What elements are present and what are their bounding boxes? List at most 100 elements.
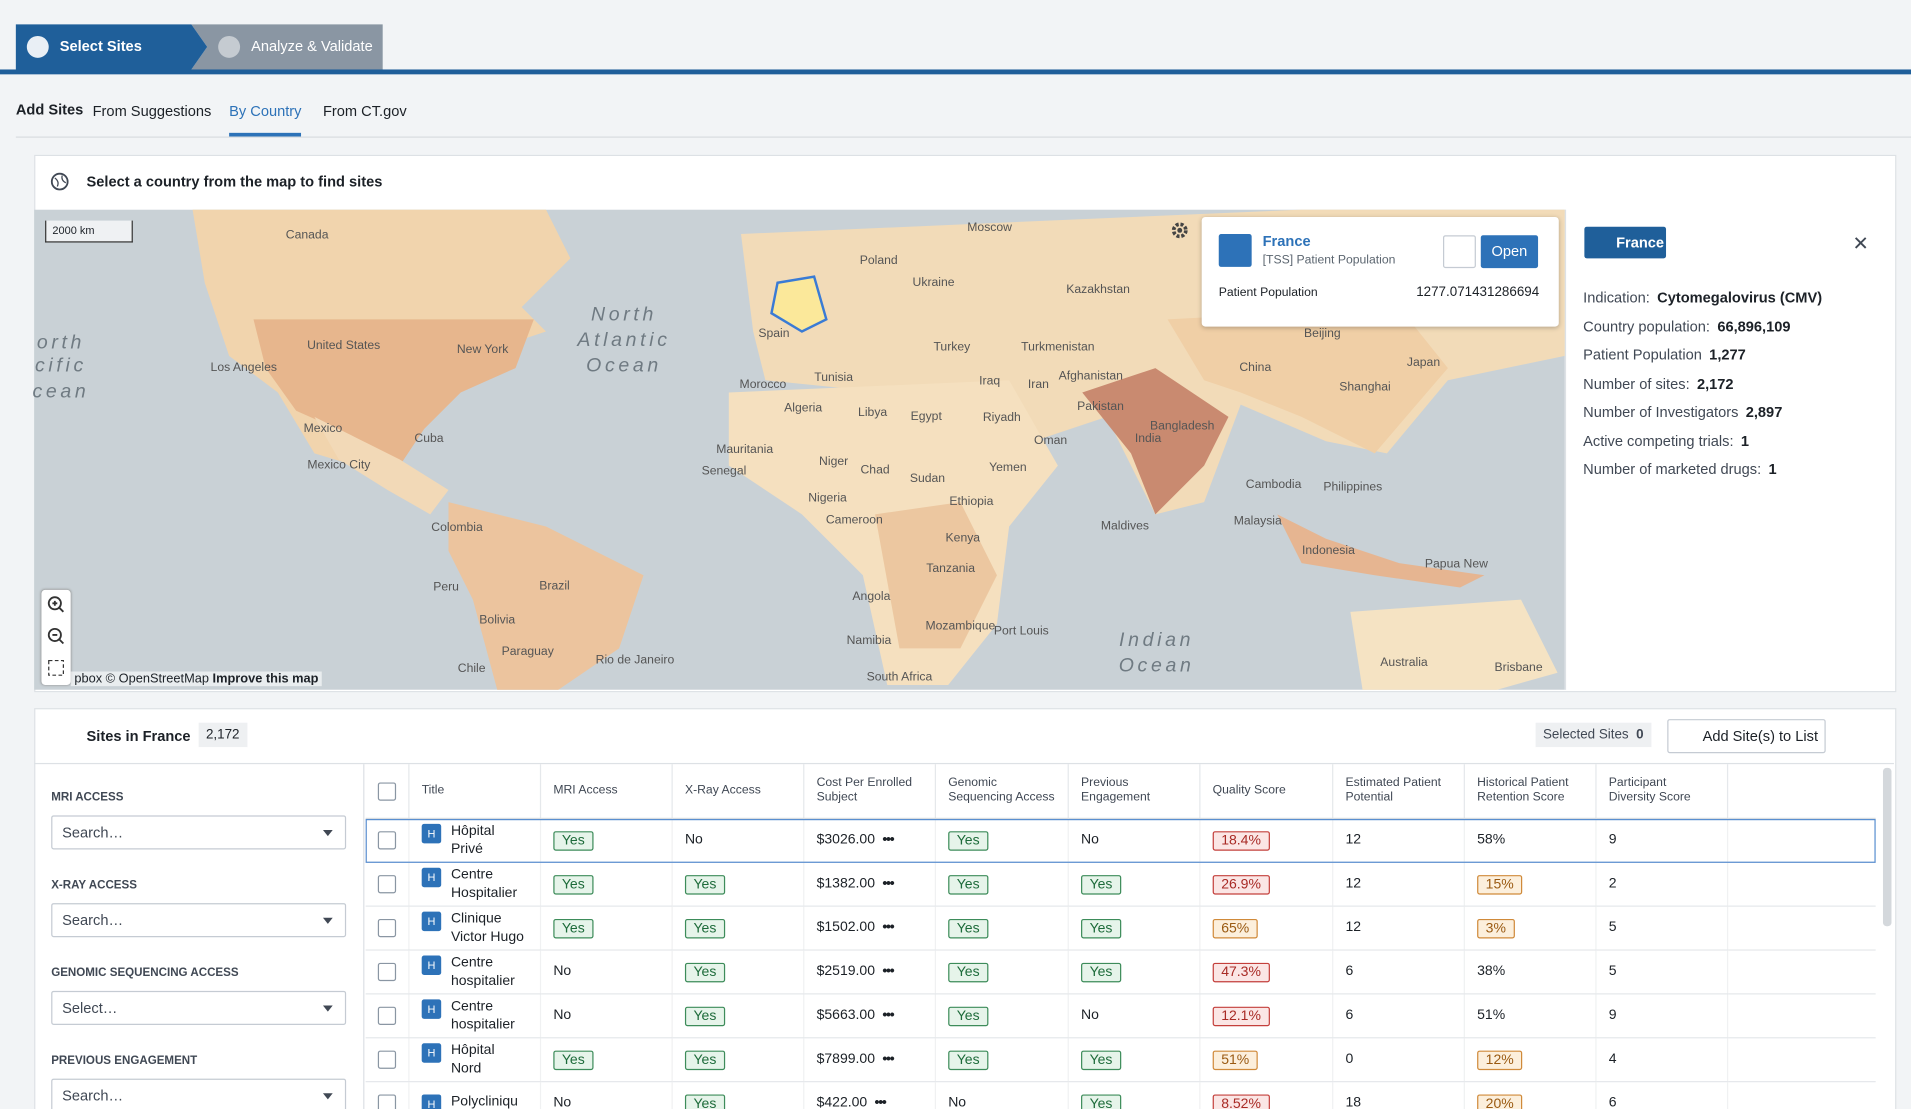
table-row[interactable]: H Hôpital Nord Yes Yes $7899.00 ••• Yes Yes 51% 0… [365, 1037, 1876, 1083]
checkbox[interactable] [377, 874, 397, 894]
cell [1727, 1037, 1876, 1083]
selected-count: 0 [1636, 727, 1644, 743]
improve-link[interactable]: Improve this map [212, 671, 319, 687]
checkbox[interactable] [377, 962, 397, 981]
table-row[interactable]: H Hôpital Privé Yes No $3026.00 ••• Yes No 18.4%… [365, 818, 1876, 863]
checkbox[interactable] [377, 918, 397, 937]
header-cell: Historical Patient Retention Score [1464, 764, 1597, 819]
cell-text: No [1081, 832, 1099, 848]
popup-title[interactable]: France [1262, 232, 1311, 250]
tab[interactable]: From Suggestions [92, 102, 212, 120]
detail-value: 2,897 [1745, 403, 1783, 421]
map-label: Tanzania [926, 562, 976, 576]
header-cell: Title [408, 764, 542, 819]
map-label: Indonesia [1302, 544, 1355, 558]
open-button[interactable]: Open [1480, 235, 1539, 269]
map-label: South Africa [866, 670, 933, 685]
tag: Yes [1081, 962, 1121, 982]
map-label: Shanghai [1339, 380, 1391, 395]
map-label: Philippines [1323, 480, 1383, 495]
map-label: Japan [1406, 356, 1441, 370]
filter-select[interactable]: Select… [51, 990, 347, 1025]
filter-select[interactable]: Search… [51, 815, 347, 850]
score-tag: 15% [1477, 874, 1523, 894]
checkbox[interactable] [377, 1094, 397, 1109]
tag: Yes [948, 918, 989, 938]
map-label: Rio de Janeiro [595, 653, 675, 668]
cell: 12 [1332, 862, 1465, 907]
map-label: Brazil [539, 579, 570, 593]
scrollbar[interactable] [1882, 767, 1892, 927]
table-row[interactable]: H Polycliniqu No Yes $422.00 ••• No Yes 8.52% 18 2… [365, 1081, 1876, 1109]
tab[interactable]: By Country [229, 102, 302, 120]
cell-text: 0 [1345, 1051, 1354, 1067]
cell [365, 1037, 410, 1083]
cell [1727, 1081, 1876, 1109]
cell: Yes [935, 950, 1069, 995]
cell [1727, 950, 1876, 995]
cell: $7899.00 ••• [803, 1037, 936, 1083]
close-button[interactable]: ✕ [1852, 234, 1869, 255]
table-row[interactable]: H Centre hospitalier No Yes $2519.00 ••• Yes Ye… [365, 950, 1876, 995]
cell [1727, 993, 1876, 1039]
map-label: cean [32, 381, 90, 403]
cell: 26.9% [1199, 862, 1334, 907]
cell [365, 993, 410, 1039]
cell: 12 [1332, 818, 1465, 863]
tag: Yes [1081, 1049, 1121, 1070]
cell: $422.00 ••• [803, 1081, 936, 1109]
checkbox[interactable] [377, 1050, 397, 1069]
step[interactable]: Analyze & Validate [251, 37, 373, 55]
settings-icon[interactable] [1170, 221, 1190, 241]
map-label: Turkmenistan [1021, 340, 1095, 355]
map-label: Namibia [846, 634, 892, 648]
cell: Yes [672, 993, 805, 1039]
site-icon: H [421, 823, 442, 843]
checkbox[interactable] [377, 1006, 397, 1025]
add-button[interactable]: Add Site(s) to List [1667, 719, 1826, 754]
filter-select[interactable]: Search… [51, 1078, 347, 1109]
map-label: Mozambique [925, 619, 996, 634]
cell: No [935, 1081, 1069, 1109]
map-label: Malaysia [1233, 514, 1282, 529]
checkbox[interactable] [377, 781, 397, 801]
cost: $2519.00 [816, 964, 876, 979]
cell: No [540, 1081, 673, 1109]
map-label: Pakistan [1077, 400, 1124, 414]
tag: Yes [948, 874, 989, 894]
step-bar [0, 69, 1911, 75]
header-row: Title MRI Access X-Ray Access Cost Per Enro… [365, 764, 1876, 819]
cell: H Centre Hospitalier [408, 862, 542, 907]
focus-button[interactable] [1443, 235, 1476, 269]
map-label: Poland [859, 254, 898, 268]
table-row[interactable]: H Clinique Victor Hugo Yes Yes $1502.00 ••• Ye… [365, 906, 1876, 951]
cell: Yes [672, 906, 805, 951]
filter-select[interactable]: Search… [51, 903, 347, 938]
popup-field: Patient Population [1218, 286, 1318, 300]
tag: Yes [553, 830, 594, 851]
map-label: Ocean [1118, 655, 1195, 677]
detail-row: Number of marketed drugs: 1 [1583, 461, 1776, 478]
detail-row: Number of sites: 2,172 [1583, 375, 1733, 392]
globe-icon [50, 172, 69, 191]
cell: 9 [1595, 818, 1729, 863]
tag: Yes [948, 1006, 989, 1026]
tag: Yes [684, 1006, 725, 1026]
tag: Yes [948, 1049, 989, 1070]
table-row[interactable]: H Centre Hospitalier Yes Yes $1382.00 ••• Yes Y… [365, 862, 1876, 907]
cell-text: 5 [1608, 964, 1617, 979]
cell-text: 58% [1477, 832, 1506, 848]
checkbox[interactable] [377, 830, 397, 850]
table-row[interactable]: H Centre hospitalier No Yes $5663.00 ••• Yes No… [365, 993, 1876, 1039]
zoom-controls[interactable] [41, 589, 71, 685]
tab[interactable]: From CT.gov [322, 102, 407, 120]
score-tag: 26.9% [1212, 874, 1270, 894]
map-label: Paraguay [501, 645, 554, 659]
site-icon: H [421, 911, 442, 931]
map-label: Algeria [784, 401, 823, 415]
map-label: Chile [457, 662, 486, 676]
step[interactable]: Select Sites [59, 37, 142, 55]
more: ••• [882, 876, 894, 891]
